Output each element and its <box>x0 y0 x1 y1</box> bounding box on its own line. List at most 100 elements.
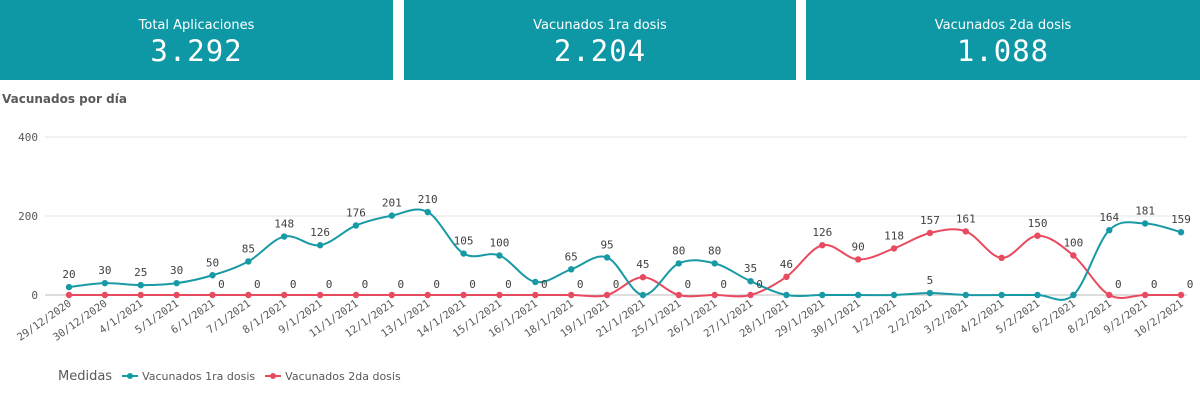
data-label-series-2: 126 <box>812 226 832 239</box>
series-1-point <box>245 258 252 265</box>
series-2-point <box>1034 232 1041 239</box>
series-2-point <box>316 291 324 299</box>
data-label-series-1: 164 <box>1099 211 1119 224</box>
series-1-point <box>209 272 216 279</box>
series-2-point <box>1106 291 1113 299</box>
data-label-series-1: 30 <box>170 264 183 277</box>
series-2-point <box>639 274 647 281</box>
series-2-point <box>926 229 934 237</box>
series-1-point <box>675 260 683 267</box>
data-label-series-1: 181 <box>1135 205 1155 218</box>
series-2-point <box>245 291 252 299</box>
series-1-point <box>1106 227 1113 234</box>
series-1-point <box>747 277 754 285</box>
series-2-point <box>890 245 898 252</box>
series-1-point <box>1070 291 1077 299</box>
series-1-point <box>962 291 969 299</box>
data-label-series-1: 148 <box>274 218 294 231</box>
series-1-point <box>1141 220 1149 227</box>
kpi-card-second-dose: Vacunados 2da dosis 1.088 <box>806 0 1200 80</box>
y-tick-label: 200 <box>18 210 38 223</box>
chart-legend: Medidas Vacunados 1ra dosis Vacunados 2d… <box>58 367 411 385</box>
series-1-point <box>819 291 826 299</box>
data-label-series-1: 80 <box>672 244 685 257</box>
series-1-point <box>65 283 73 291</box>
series-1-point <box>890 291 898 299</box>
data-label-series-1: 25 <box>134 266 147 279</box>
legend-label: Vacunados 1ra dosis <box>142 369 256 383</box>
series-2-point <box>352 291 360 299</box>
data-label-series-2: 0 <box>290 278 297 291</box>
series-1-point <box>567 266 575 273</box>
data-label-series-2: 0 <box>469 278 476 291</box>
series-1-point <box>1034 291 1041 299</box>
data-label-series-1: 105 <box>454 235 474 248</box>
data-label-series-1: 210 <box>418 193 438 206</box>
series-1-point <box>496 252 503 259</box>
series-2-point <box>1070 252 1077 259</box>
data-label-series-1: 159 <box>1171 213 1191 226</box>
series-2-point <box>209 291 216 299</box>
data-label-series-2: 0 <box>362 278 369 291</box>
data-label-series-1: 30 <box>98 264 111 277</box>
kpi-card-total: Total Aplicaciones 3.292 <box>0 0 393 80</box>
series-2-point <box>388 291 396 299</box>
series-2-point <box>460 291 467 299</box>
data-label-series-2: 0 <box>756 278 763 291</box>
data-label-series-1: 100 <box>490 237 510 250</box>
data-label-series-2: 0 <box>1115 278 1122 291</box>
series-2-point <box>962 228 969 235</box>
series-2-point <box>783 273 790 281</box>
series-2-point <box>281 291 288 299</box>
data-label-series-2: 0 <box>541 278 548 291</box>
series-1-line <box>68 208 1182 301</box>
data-label-series-1: 126 <box>310 226 330 239</box>
kpi-card-first-dose: Vacunados 1ra dosis 2.204 <box>404 0 796 80</box>
data-label-series-2: 0 <box>577 278 584 291</box>
kpi-label: Total Aplicaciones <box>138 18 255 33</box>
data-label-series-2: 0 <box>505 278 512 291</box>
series-1-point <box>316 242 324 249</box>
series-1-point <box>639 291 647 299</box>
data-label-series-1: 80 <box>708 244 721 257</box>
data-label-series-1: 50 <box>206 256 219 269</box>
data-label-series-1: 85 <box>242 242 255 255</box>
series-1-point <box>711 260 718 267</box>
series-2-point <box>173 291 180 299</box>
kpi-value: 1.088 <box>956 34 1050 68</box>
data-label-series-2: 0 <box>254 278 261 291</box>
y-tick-label: 0 <box>31 289 38 302</box>
data-label-series-1: 35 <box>744 262 757 275</box>
kpi-value: 2.204 <box>553 34 647 68</box>
data-label-series-2: 0 <box>326 278 333 291</box>
data-label-series-2: 0 <box>218 278 225 291</box>
series-2-point <box>424 291 431 299</box>
data-label-series-2: 100 <box>1063 237 1083 250</box>
data-label-series-2: 0 <box>720 278 727 291</box>
data-label-series-1: 5 <box>927 274 934 287</box>
series-2-line <box>69 228 1181 299</box>
legend-title: Medidas <box>58 368 113 384</box>
data-label-series-2: 45 <box>636 258 649 271</box>
series-1-point <box>352 222 360 229</box>
data-label-series-2: 46 <box>780 258 793 271</box>
kpi-value: 3.292 <box>150 34 243 68</box>
data-label-series-2: 0 <box>1187 278 1194 291</box>
data-label-series-1: 65 <box>565 250 578 263</box>
series-2-point <box>998 254 1005 262</box>
legend-label: Vacunados 2da dosis <box>285 369 401 383</box>
data-label-series-1: 176 <box>346 206 366 219</box>
legend-item-series-2[interactable]: Vacunados 2da dosis <box>265 370 401 383</box>
series-1-point <box>101 279 109 287</box>
series-1-marker-icon <box>122 373 139 379</box>
series-2-point <box>603 291 611 299</box>
legend-item-series-1[interactable]: Vacunados 1ra dosis <box>122 370 255 383</box>
kpi-label: Vacunados 1ra dosis <box>533 18 667 33</box>
series-1-point <box>388 212 396 219</box>
series-1-point <box>783 291 790 299</box>
kpi-label: Vacunados 2da dosis <box>934 18 1072 33</box>
series-2-point <box>137 291 144 299</box>
data-label-series-2: 90 <box>852 240 865 253</box>
series-1-point <box>998 291 1005 299</box>
